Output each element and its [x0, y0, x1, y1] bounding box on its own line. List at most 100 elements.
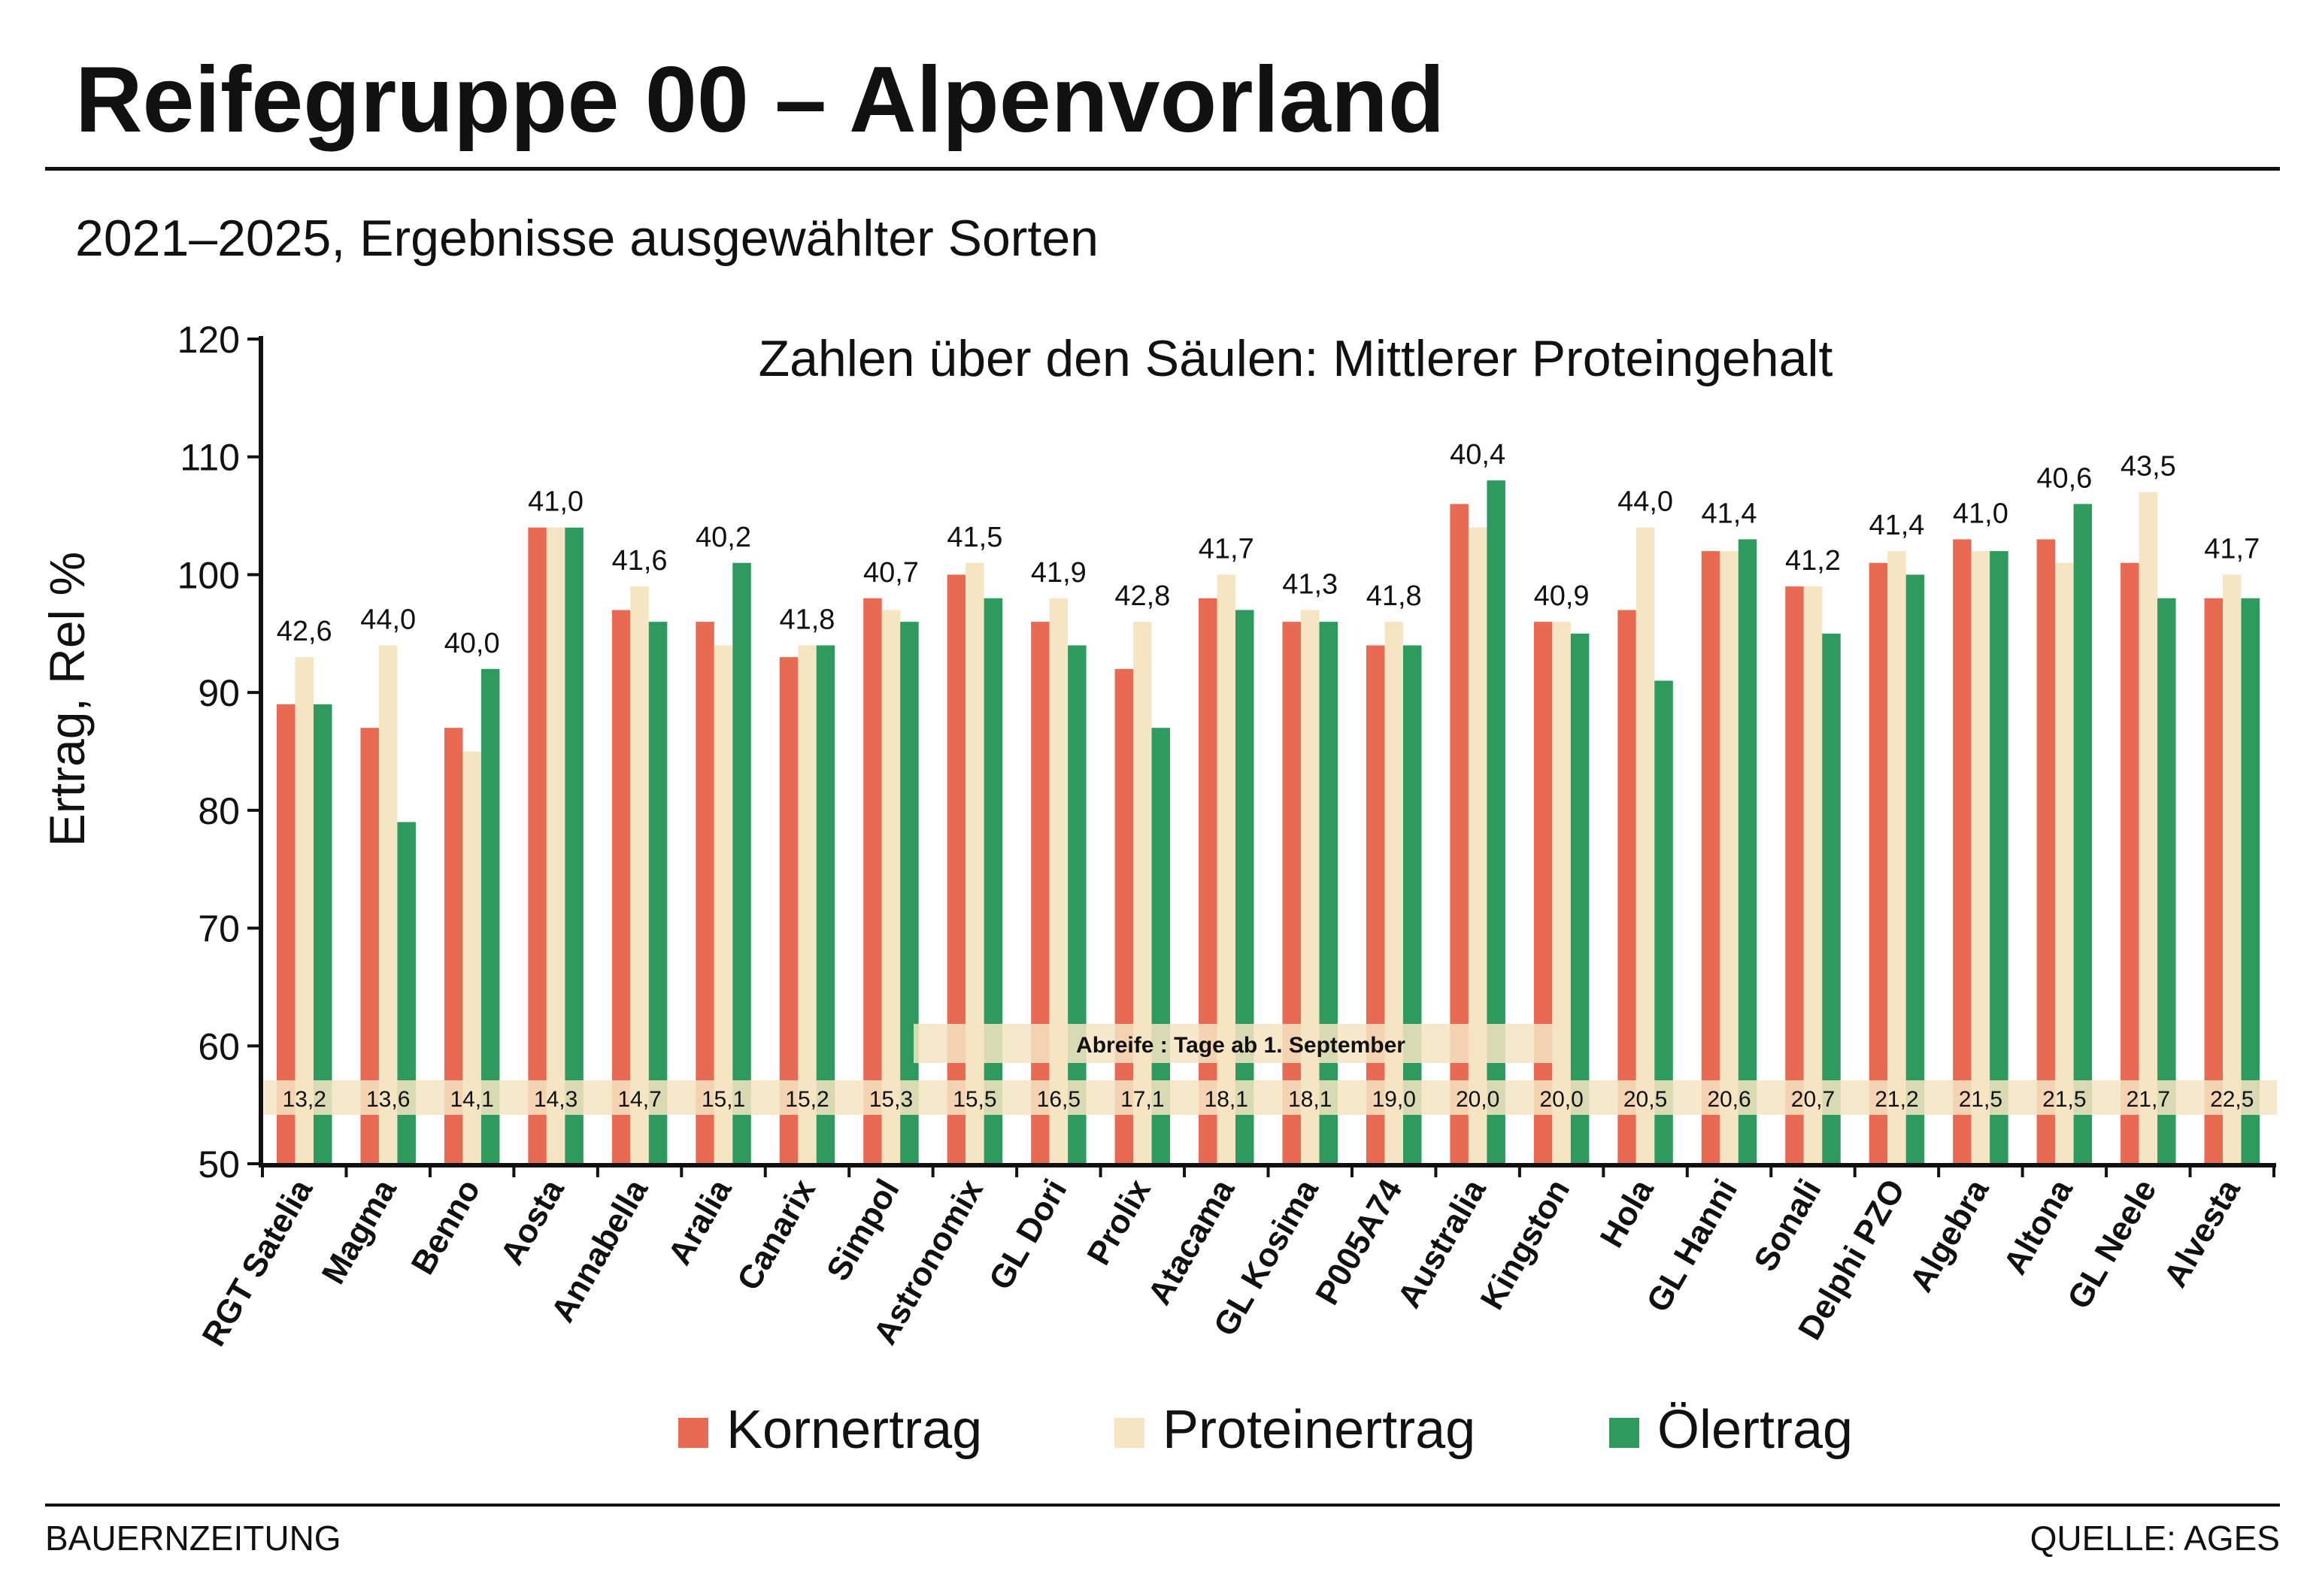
- maturity-value: 15,3: [869, 1087, 913, 1112]
- x-tick: [1853, 1164, 1857, 1177]
- y-tick-label: 120: [177, 319, 240, 361]
- bar-kornertrag: [1366, 645, 1385, 1164]
- x-tick: [1769, 1164, 1773, 1177]
- y-tick: [247, 573, 259, 577]
- protein-content-label: 41,3: [1282, 568, 1338, 600]
- x-tick: [2188, 1164, 2192, 1177]
- bar-kornertrag: [1199, 598, 1217, 1164]
- x-tick-label: Altona: [1996, 1173, 2080, 1280]
- chart-subtitle: 2021–2025, Ergebnisse ausgewählter Sorte…: [75, 210, 1099, 267]
- x-tick-label: Simpol: [820, 1174, 907, 1288]
- y-tick-label: 110: [180, 437, 240, 479]
- bar-kornertrag: [863, 598, 882, 1164]
- protein-content-label: 41,0: [528, 486, 584, 518]
- protein-content-label: 41,4: [1869, 510, 1924, 541]
- bar-ölertrag: [2241, 598, 2260, 1164]
- bar-kornertrag: [528, 527, 547, 1164]
- maturity-label: Abreife : Tage ab 1. September: [1076, 1033, 1405, 1058]
- x-tick-label: Benno: [404, 1174, 487, 1281]
- bar-kornertrag: [2036, 539, 2056, 1164]
- y-tick: [247, 455, 259, 459]
- maturity-value: 16,5: [1037, 1087, 1081, 1112]
- x-tick: [1434, 1164, 1438, 1177]
- protein-content-label: 40,4: [1450, 439, 1505, 471]
- bar-proteinertrag: [1049, 598, 1069, 1164]
- bar-ölertrag: [1235, 610, 1254, 1164]
- bar-ölertrag: [565, 527, 584, 1164]
- protein-content-label: 41,6: [612, 545, 668, 577]
- maturity-band: Abreife : Tage ab 1. September 13,2 13,6 14…: [264, 1024, 2277, 1115]
- protein-content-label: 41,0: [1953, 498, 2008, 529]
- bar-proteinertrag: [1971, 551, 1990, 1164]
- bar-kornertrag: [1617, 610, 1636, 1164]
- x-tick: [2105, 1164, 2108, 1177]
- bar-ölertrag: [900, 622, 919, 1164]
- bar-proteinertrag: [798, 645, 817, 1164]
- bar-kornertrag: [696, 622, 714, 1164]
- x-tick: [931, 1164, 935, 1177]
- x-tick-label: Canarix: [730, 1173, 823, 1297]
- maturity-value: 21,5: [2042, 1087, 2086, 1112]
- bar-proteinertrag: [2223, 574, 2242, 1164]
- bar-ölertrag: [1822, 633, 1841, 1164]
- maturity-value: 17,1: [1120, 1087, 1164, 1112]
- maturity-value: 19,0: [1372, 1087, 1415, 1112]
- bar-proteinertrag: [378, 645, 398, 1164]
- maturity-value: 20,0: [1539, 1087, 1583, 1112]
- x-tick: [428, 1164, 432, 1177]
- protein-content-label: 41,7: [2204, 533, 2260, 565]
- bar-proteinertrag: [1635, 527, 1655, 1164]
- maturity-value: 21,7: [2127, 1087, 2170, 1112]
- y-tick: [247, 338, 259, 341]
- x-tick-label: Aralia: [661, 1173, 739, 1271]
- y-tick: [247, 926, 259, 930]
- bar-proteinertrag: [1300, 610, 1320, 1164]
- y-axis: 50 60 70 80 90 100 110 120: [177, 319, 263, 1186]
- bar-ölertrag: [1068, 645, 1087, 1164]
- protein-content-label: 41,4: [1702, 498, 1757, 529]
- x-tick: [1099, 1164, 1102, 1177]
- bar-ölertrag: [984, 598, 1003, 1164]
- bar-proteinertrag: [1887, 551, 1906, 1164]
- legend-swatch: [1114, 1418, 1144, 1448]
- protein-content-label: 40,6: [2036, 462, 2092, 494]
- y-tick: [247, 808, 259, 812]
- bar-proteinertrag: [1720, 551, 1739, 1164]
- bar-proteinertrag: [1552, 622, 1571, 1164]
- bar-proteinertrag: [881, 610, 901, 1164]
- bar-kornertrag: [779, 657, 799, 1164]
- x-tick: [512, 1164, 516, 1177]
- maturity-value: 15,5: [953, 1087, 996, 1112]
- x-tick: [261, 1164, 264, 1177]
- bar-proteinertrag: [1384, 622, 1403, 1164]
- footer-right: QUELLE: AGES: [2030, 1519, 2280, 1558]
- x-tick-label: Alvesta: [2157, 1173, 2248, 1294]
- maturity-value: 14,7: [617, 1087, 661, 1112]
- maturity-value: 14,1: [450, 1087, 493, 1112]
- maturity-value: 18,1: [1288, 1087, 1332, 1112]
- protein-content-label: 41,8: [1366, 580, 1422, 612]
- maturity-value: 21,2: [1875, 1087, 1918, 1112]
- y-tick: [247, 1044, 259, 1048]
- footer-left: BAUERNZEITUNG: [45, 1519, 341, 1558]
- x-tick: [847, 1164, 851, 1177]
- bar-kornertrag: [1533, 622, 1553, 1164]
- y-tick-label: 60: [198, 1025, 240, 1068]
- x-tick: [1266, 1164, 1270, 1177]
- x-tick: [344, 1164, 348, 1177]
- bar-proteinertrag: [1803, 586, 1823, 1164]
- maturity-value: 15,1: [702, 1087, 745, 1112]
- protein-content-label: 43,5: [2121, 451, 2176, 483]
- footer-rule: [45, 1504, 2280, 1507]
- bar-ölertrag: [816, 645, 835, 1164]
- legend-label: Proteinertrag: [1163, 1400, 1475, 1460]
- maturity-value: 21,5: [1959, 1087, 2002, 1112]
- y-tick-label: 100: [177, 554, 240, 596]
- protein-content-label: 41,2: [1785, 545, 1841, 577]
- bar-kornertrag: [1869, 562, 1888, 1164]
- legend-swatch: [678, 1418, 708, 1448]
- bar-proteinertrag: [630, 586, 649, 1164]
- bar-ölertrag: [1990, 551, 2008, 1164]
